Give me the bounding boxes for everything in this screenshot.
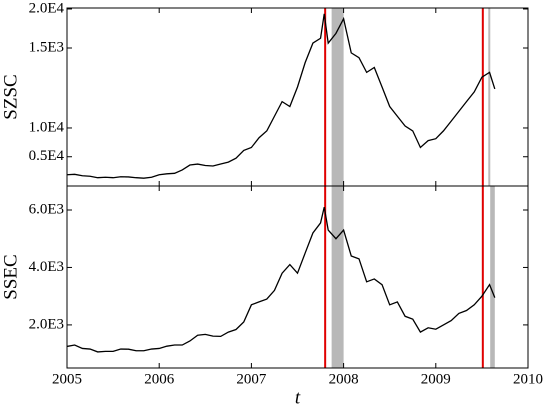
y-tick-label: 2.0E3 [29,316,64,332]
x-tick-label: 2005 [52,371,82,387]
y-tick-label: 6.0E3 [29,201,64,217]
y-tick-label: 2.0E4 [29,0,65,16]
y-axis-label: SSEC [0,254,21,299]
y-tick-label: 1.5E3 [29,39,64,55]
y-tick-label: 1.0E4 [29,119,65,135]
plot-frame [66,185,529,369]
highlight-band [331,186,344,368]
y-tick-label: 0.5E4 [29,148,65,164]
y-tick-label: 4.0E3 [29,259,64,275]
data-line [66,13,496,179]
x-tick-label: 2006 [144,371,175,387]
x-tick-label: 2007 [236,371,267,387]
data-line [66,206,496,353]
x-tick-label: 2008 [329,371,359,387]
x-tick-label: 2010 [513,371,543,387]
x-tick-label: 2009 [421,371,451,387]
highlight-band [331,8,344,186]
x-axis-label: t [295,387,301,407]
plot-frame [66,7,529,187]
highlight-band [490,186,495,368]
y-axis-label: SZSC [0,74,21,119]
